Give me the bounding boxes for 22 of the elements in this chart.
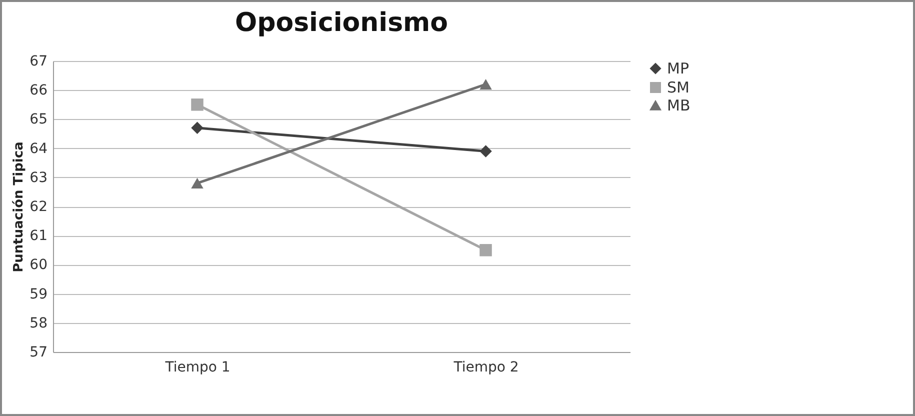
point <box>191 122 204 134</box>
y-tick-label: 61 <box>30 228 48 244</box>
chart-title: Oposicionismo <box>234 8 448 38</box>
legend-label: SM <box>667 78 690 96</box>
y-tick-label: 64 <box>30 140 48 157</box>
y-tick-label: 57 <box>30 344 48 360</box>
y-tick-label: 63 <box>30 170 48 186</box>
point <box>191 98 204 111</box>
y-tick-label: 58 <box>30 315 48 332</box>
y-tick-label: 66 <box>30 82 48 99</box>
y-tick-label: 65 <box>30 112 48 128</box>
point <box>480 145 492 158</box>
y-tick-label: 67 <box>30 54 48 70</box>
y-tick-label: 59 <box>30 286 48 302</box>
legend-label: MP <box>667 60 689 78</box>
x-tick-label: Tiempo 2 <box>452 360 519 376</box>
y-tick-label: 60 <box>30 257 48 274</box>
legend-label: MB <box>667 96 690 114</box>
y-tick-label: 62 <box>30 199 48 215</box>
y-axis-title: Puntuación Tipica <box>12 142 27 272</box>
point <box>480 244 492 256</box>
x-tick-label: Tiempo 1 <box>164 360 230 376</box>
